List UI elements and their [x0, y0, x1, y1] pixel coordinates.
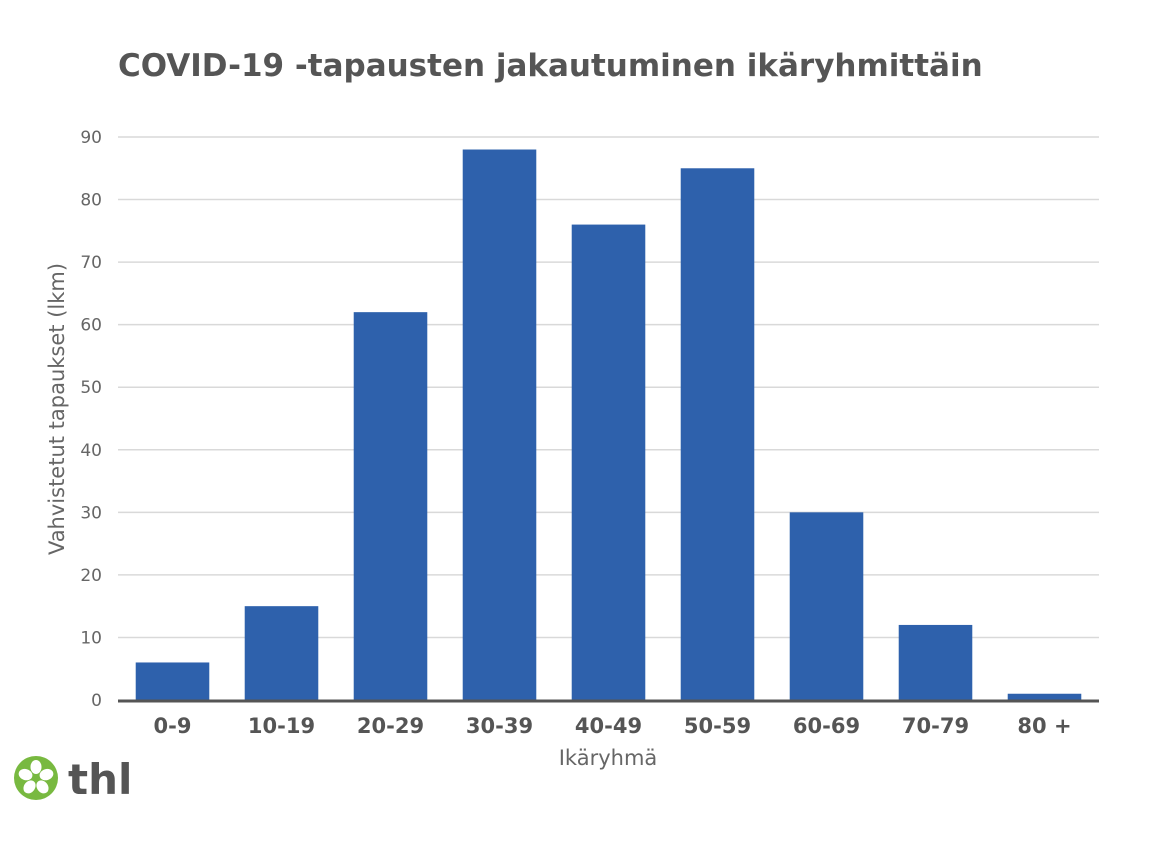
bar-30-39	[462, 149, 537, 700]
x-axis-label: Ikäryhmä	[559, 746, 658, 770]
y-tick-label: 80	[80, 191, 102, 211]
y-tick-label: 40	[80, 441, 102, 461]
bar-10-19	[244, 606, 319, 700]
x-tick-label: 60-69	[793, 714, 860, 738]
y-tick-labels: 0 10 20 30 40 50 60 70 80 90	[80, 128, 102, 711]
x-tick-labels: 0-9 10-19 20-29 30-39 40-49 50-59 60-69 70-79 80…	[154, 714, 1072, 738]
x-tick-label: 0-9	[154, 714, 192, 738]
chart-title: COVID-19 -tapausten jakautuminen ikäryhm…	[118, 48, 983, 84]
x-tick-label: 80 +	[1017, 714, 1071, 738]
x-tick-label: 40-49	[575, 714, 642, 738]
bar-40-49	[571, 224, 646, 701]
y-tick-label: 10	[80, 628, 102, 648]
y-tick-label: 30	[80, 503, 102, 523]
y-tick-label: 50	[80, 378, 102, 398]
thl-logo: thl	[14, 755, 132, 804]
y-tick-label: 60	[80, 316, 102, 336]
bars	[135, 149, 1082, 701]
x-tick-label: 30-39	[466, 714, 533, 738]
bar-80+	[1007, 693, 1082, 700]
x-tick-label: 70-79	[902, 714, 969, 738]
bar-20-29	[353, 312, 428, 700]
y-tick-label: 0	[91, 691, 102, 711]
thl-logo-text: thl	[68, 755, 132, 804]
bar-50-59	[680, 168, 755, 700]
x-tick-label: 10-19	[248, 714, 315, 738]
y-tick-label: 20	[80, 566, 102, 586]
x-tick-label: 50-59	[684, 714, 751, 738]
bar-0-9	[135, 662, 210, 700]
y-tick-label: 70	[80, 253, 102, 273]
thl-flower-logo-icon	[14, 756, 58, 800]
x-tick-label: 20-29	[357, 714, 424, 738]
y-axis-label: Vahvistetut tapaukset (lkm)	[45, 263, 69, 555]
bar-60-69	[789, 512, 864, 700]
y-tick-label: 90	[80, 128, 102, 148]
bar-70-79	[898, 624, 973, 700]
